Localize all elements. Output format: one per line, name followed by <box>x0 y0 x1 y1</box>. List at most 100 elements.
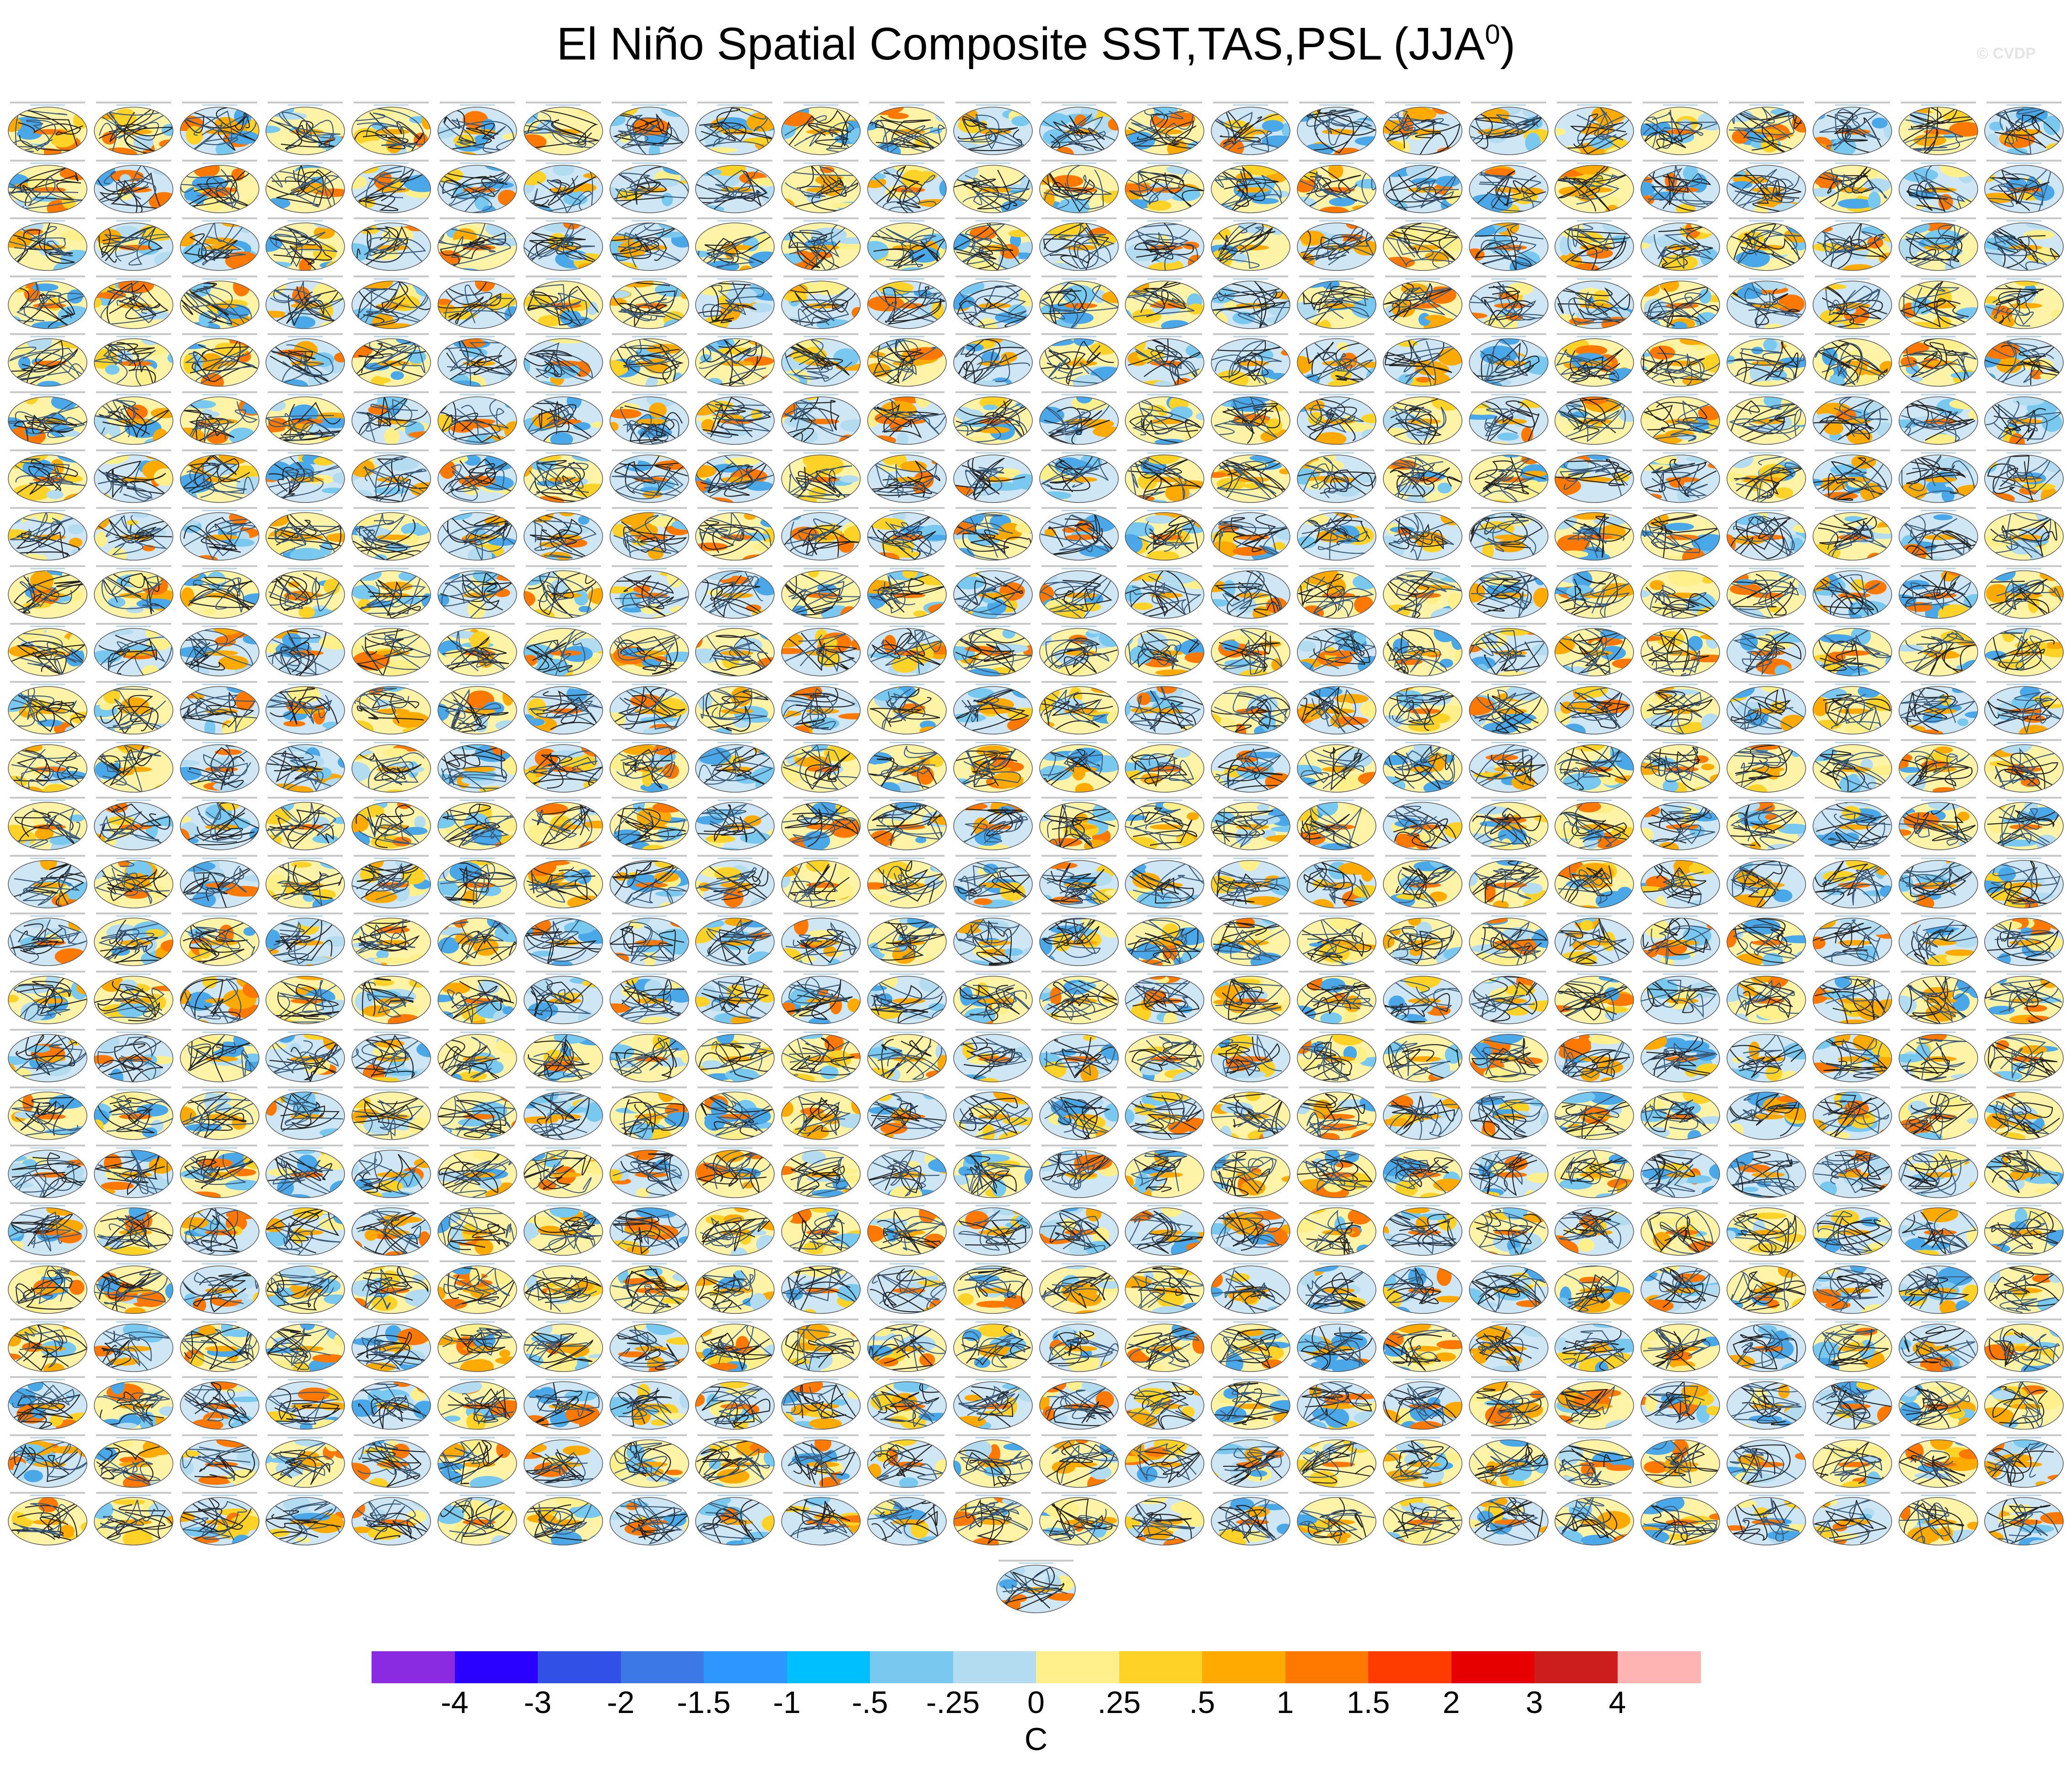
panel-caption <box>1901 1434 1976 1436</box>
map-panel <box>1124 1434 1205 1489</box>
panel-caption <box>526 971 601 973</box>
panel-subcaption <box>1319 1205 1354 1206</box>
panel-caption <box>1557 1434 1632 1436</box>
panel-subcaption <box>1319 1495 1354 1496</box>
panel-caption <box>1901 1202 1976 1204</box>
panel-caption <box>440 913 515 914</box>
panel-subcaption <box>1663 1032 1698 1033</box>
map-ellipse <box>523 107 603 155</box>
map-ellipse <box>94 918 173 966</box>
map-ellipse <box>953 338 1033 387</box>
map-panel <box>1898 1086 1979 1141</box>
map-ellipse <box>1984 222 2064 271</box>
panel-subcaption <box>1749 220 1784 222</box>
panel-caption <box>783 449 858 451</box>
panel-subcaption <box>460 915 495 917</box>
panel-subcaption <box>1921 162 1956 164</box>
panel-caption <box>526 1029 601 1031</box>
map-panel <box>7 1318 88 1373</box>
map-ellipse <box>1297 570 1376 619</box>
panel-caption <box>354 333 429 335</box>
panel-caption <box>10 681 85 683</box>
panel-subcaption <box>632 915 667 917</box>
panel-subcaption <box>30 278 65 280</box>
panel-caption <box>354 855 429 857</box>
map-panel <box>781 102 861 157</box>
colorbar-tick-label: 2 <box>1442 1685 1460 1720</box>
map-ellipse <box>867 1150 947 1198</box>
panel-subcaption <box>1663 162 1698 164</box>
map-ellipse <box>437 686 517 735</box>
map-panel <box>1296 913 1377 967</box>
map-panel <box>1468 1145 1549 1200</box>
map-ellipse <box>1469 512 1549 561</box>
map-panel <box>7 1086 88 1141</box>
panel-subcaption <box>1835 1032 1870 1033</box>
panel-caption <box>1299 1434 1374 1436</box>
map-ellipse <box>867 1265 947 1314</box>
map-ellipse <box>695 338 775 387</box>
map-ellipse <box>1211 976 1290 1024</box>
map-panel <box>351 1318 432 1373</box>
panel-caption <box>10 160 85 162</box>
map-ellipse <box>1727 744 1806 793</box>
map-ellipse <box>781 802 861 850</box>
map-ellipse <box>265 628 345 676</box>
map-panel <box>695 333 775 388</box>
map-panel <box>1039 681 1119 736</box>
panel-subcaption <box>2007 1495 2041 1496</box>
map-ellipse <box>351 396 431 445</box>
map-ellipse <box>265 570 345 619</box>
map-panel <box>1296 1202 1377 1257</box>
map-panel <box>1382 739 1463 794</box>
map-panel <box>265 623 345 678</box>
map-panel <box>1468 565 1549 620</box>
panel-caption <box>1815 1029 1890 1031</box>
map-ellipse <box>781 1092 861 1140</box>
map-ellipse <box>1039 454 1119 503</box>
panel-caption <box>1901 855 1976 857</box>
panel-subcaption <box>1921 1089 1956 1091</box>
panel-caption <box>1986 1376 2061 1378</box>
panel-caption <box>1815 1202 1890 1204</box>
panel-subcaption <box>1319 278 1354 280</box>
map-ellipse <box>1297 281 1376 329</box>
colorbar-tick-label: -2 <box>607 1685 635 1720</box>
map-panel <box>1382 1318 1463 1373</box>
map-panel <box>265 217 345 272</box>
panel-subcaption <box>1147 1032 1182 1033</box>
panel-caption <box>354 391 429 393</box>
panel-caption <box>1127 102 1202 103</box>
panel-caption <box>783 1145 858 1146</box>
panel-caption <box>354 1202 429 1204</box>
panel-caption <box>268 1145 343 1146</box>
panel-subcaption <box>2007 220 2041 222</box>
panel-subcaption <box>1405 452 1440 454</box>
panel-subcaption <box>1319 220 1354 222</box>
map-panel <box>93 855 174 910</box>
panel-caption <box>1557 449 1632 451</box>
panel-caption <box>1557 913 1632 914</box>
map-ellipse <box>1640 1324 1720 1372</box>
panel-caption <box>1729 333 1804 335</box>
map-panel <box>1210 565 1291 620</box>
map-ellipse <box>953 628 1033 676</box>
panel-caption <box>96 1086 171 1088</box>
panel-subcaption <box>976 684 1010 685</box>
map-panel <box>265 681 345 736</box>
panel-caption <box>697 913 772 914</box>
map-panel <box>1296 391 1377 446</box>
map-panel <box>1468 102 1549 157</box>
map-panel <box>1726 1145 1807 1200</box>
panel-subcaption <box>976 104 1010 106</box>
map-ellipse <box>351 570 431 619</box>
map-panel <box>437 971 518 1026</box>
panel-subcaption <box>460 336 495 337</box>
panel-caption <box>268 102 343 103</box>
panel-caption <box>96 739 171 741</box>
panel-caption <box>697 623 772 625</box>
panel-subcaption <box>1663 1437 1698 1438</box>
panel-subcaption <box>976 336 1010 337</box>
panel-caption <box>1213 1492 1288 1494</box>
panel-subcaption <box>1577 1321 1612 1323</box>
